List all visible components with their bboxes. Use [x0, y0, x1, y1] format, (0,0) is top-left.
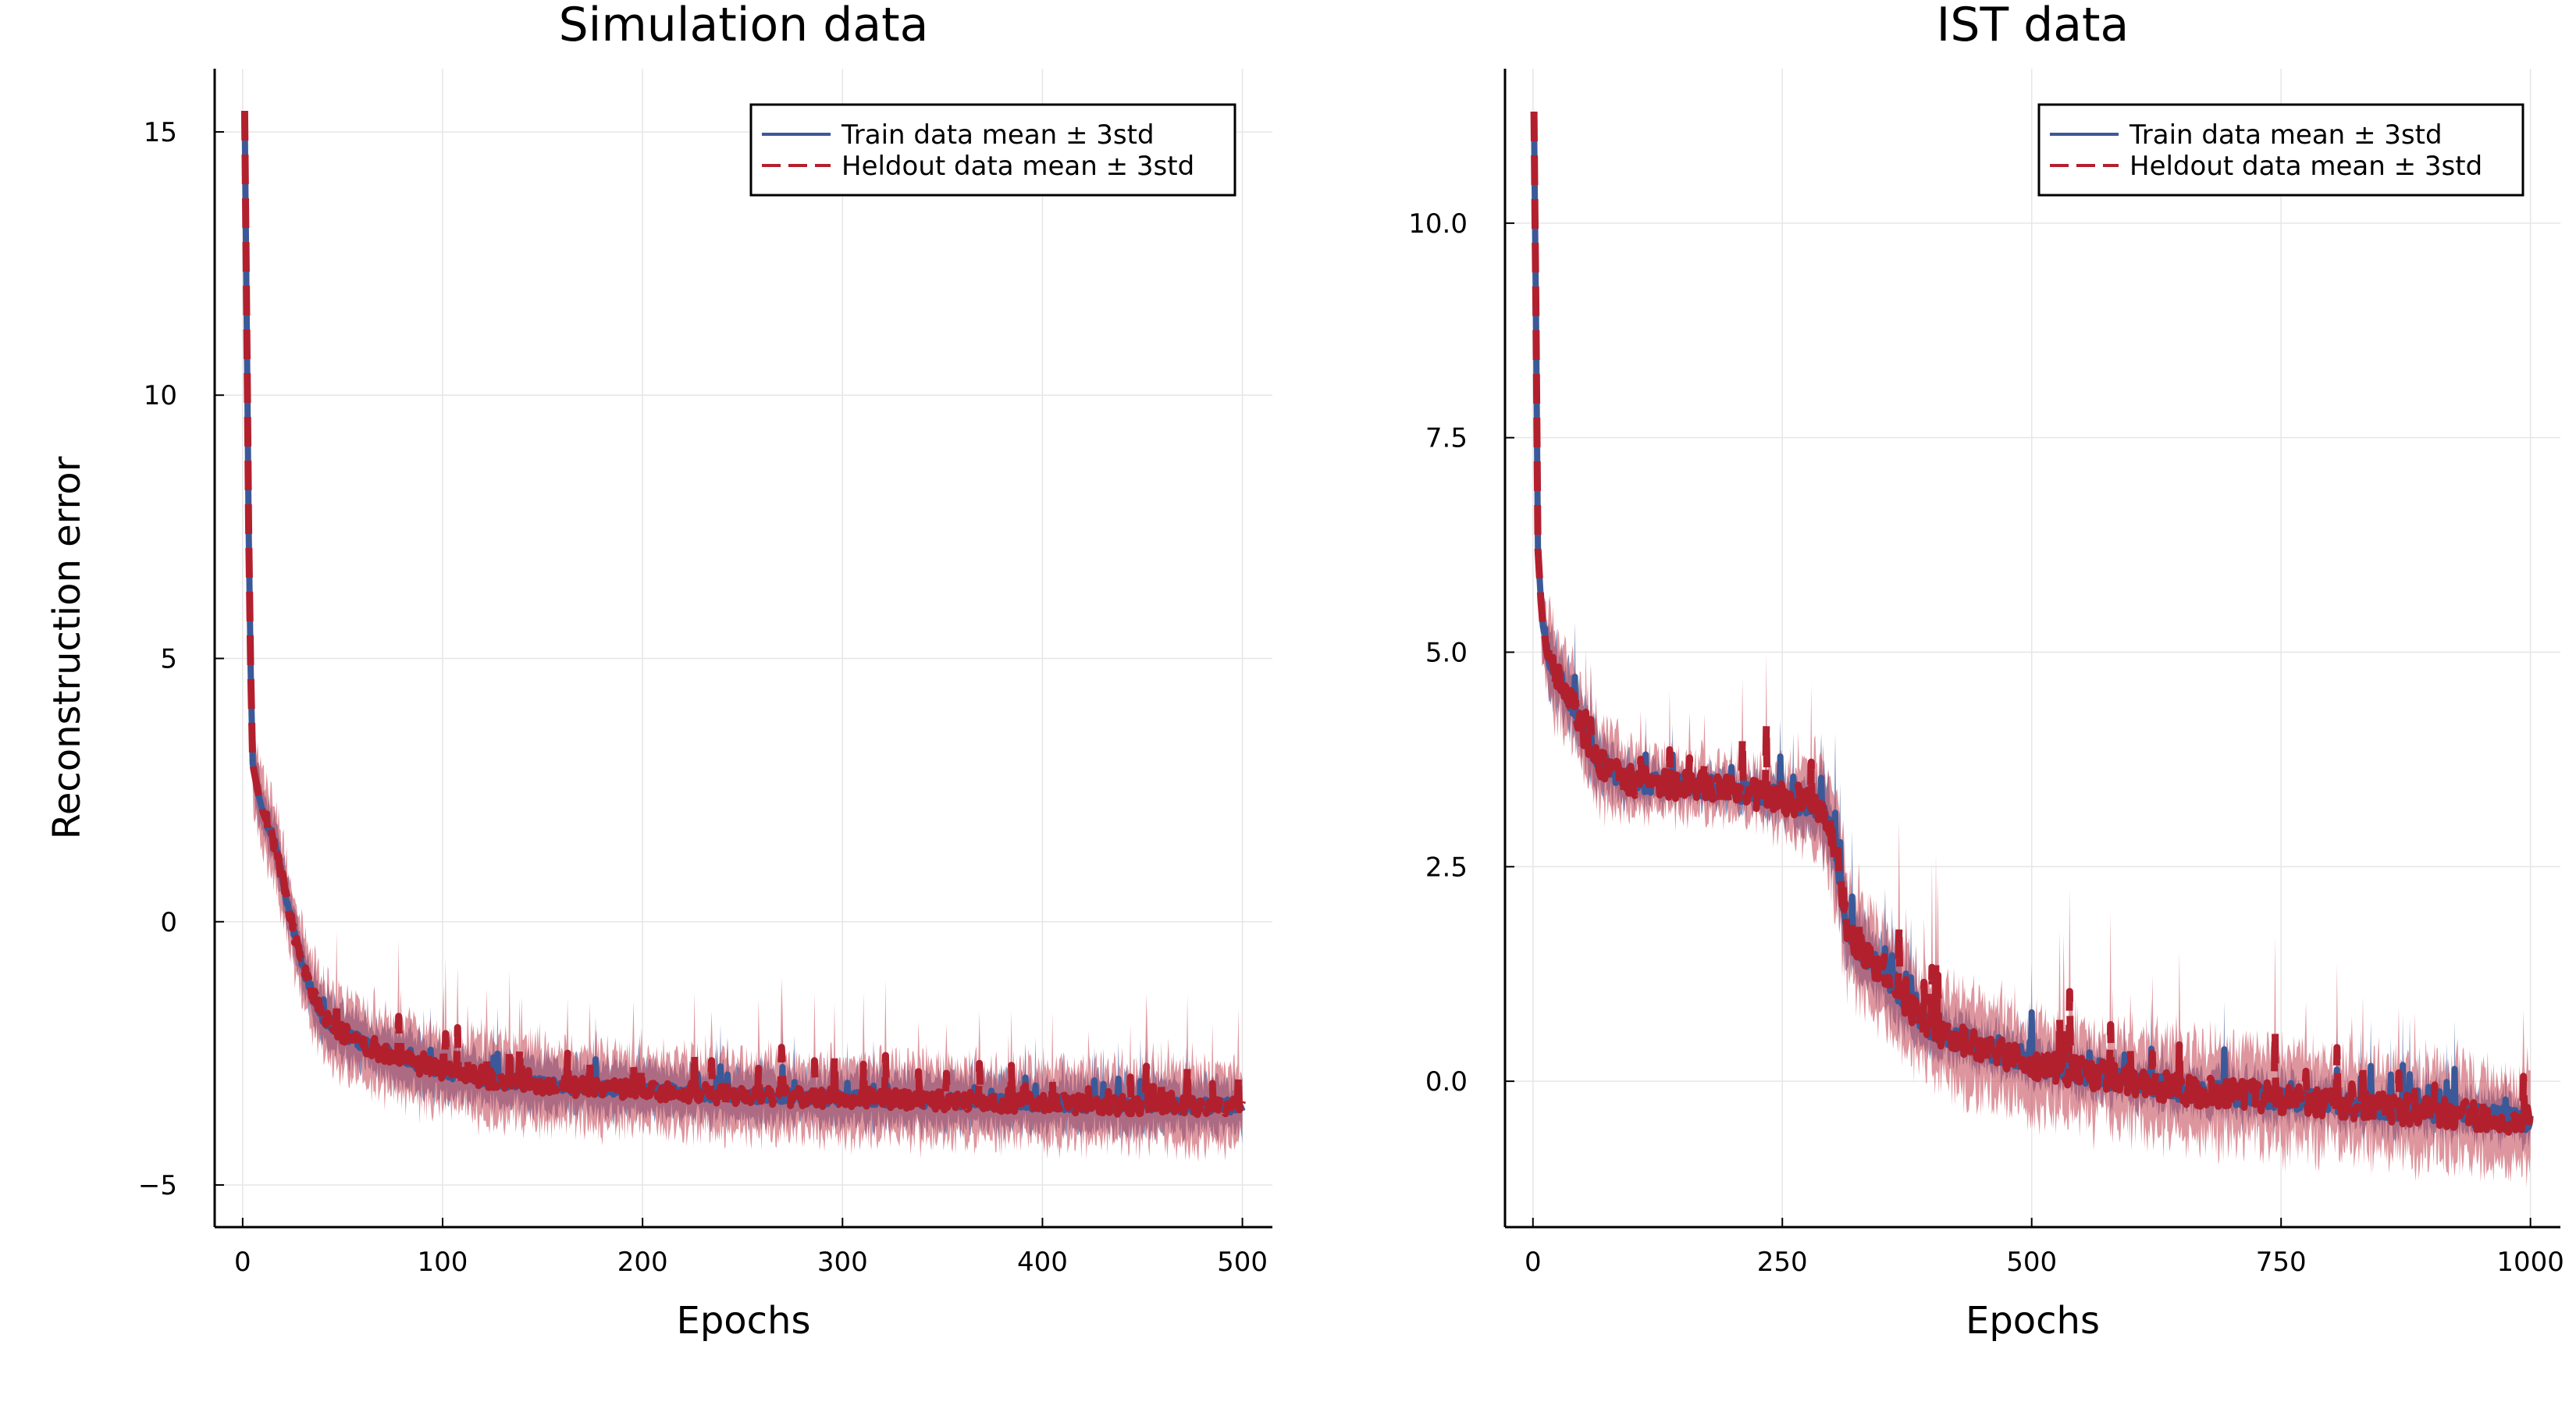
x-axis-title: Epochs — [677, 1299, 811, 1343]
heldout-mean-line — [1530, 111, 2535, 1136]
gridlines — [215, 69, 1272, 1227]
x-tick-label: 1000 — [2496, 1247, 2564, 1278]
y-tick-label: 10.0 — [1408, 208, 1468, 240]
legend-label: Train data mean ± 3std — [2129, 119, 2443, 151]
x-tick-label: 0 — [234, 1247, 251, 1278]
x-tick-label: 750 — [2256, 1247, 2307, 1278]
legend-label: Heldout data mean ± 3std — [2129, 151, 2482, 182]
y-tick-label: 0.0 — [1425, 1066, 1468, 1098]
y-tick-label: −5 — [138, 1170, 177, 1201]
x-tick-label: 400 — [1017, 1247, 1068, 1278]
chart-panel-0: 0 100 200 300 400 500 −5 0 5 10 15 Simulation data E… — [45, 0, 1272, 1343]
y-tick-label: 2.5 — [1425, 852, 1468, 883]
y-tick-label: 5 — [160, 643, 177, 674]
y-tick-label: 7.5 — [1425, 423, 1468, 454]
legend-box — [749, 103, 1236, 197]
y-tick-label: 5.0 — [1425, 637, 1468, 668]
chart-title: Simulation data — [559, 0, 929, 52]
x-tick-label: 100 — [418, 1247, 468, 1278]
chart-panel-1: 0 250 500 750 1000 0.0 2.5 5.0 7.5 10.0 IST data Ep… — [1408, 0, 2564, 1343]
heldout-mean-line — [240, 110, 1246, 1119]
legend-label: Heldout data mean ± 3std — [841, 151, 1194, 182]
plot-area — [240, 107, 1246, 1162]
heldout-std-band — [244, 107, 1243, 1162]
chart-title: IST data — [1937, 0, 2129, 52]
y-tick-label: 15 — [144, 117, 177, 148]
x-tick-label: 200 — [617, 1247, 668, 1278]
x-tick-label: 500 — [2006, 1247, 2057, 1278]
y-tick-label: 10 — [144, 380, 177, 411]
y-axis-title: Reconstruction error — [45, 456, 89, 839]
x-tick-label: 0 — [1525, 1247, 1542, 1278]
y-tick-label: 0 — [160, 907, 177, 938]
legend-box — [2037, 103, 2524, 197]
plot-area — [1530, 105, 2535, 1188]
x-tick-label: 250 — [1757, 1247, 1808, 1278]
heldout-std-band — [1534, 105, 2531, 1188]
x-tick-label: 300 — [817, 1247, 868, 1278]
x-tick-label: 500 — [1217, 1247, 1268, 1278]
legend-label: Train data mean ± 3std — [841, 119, 1155, 151]
x-axis-title: Epochs — [1966, 1299, 2100, 1343]
